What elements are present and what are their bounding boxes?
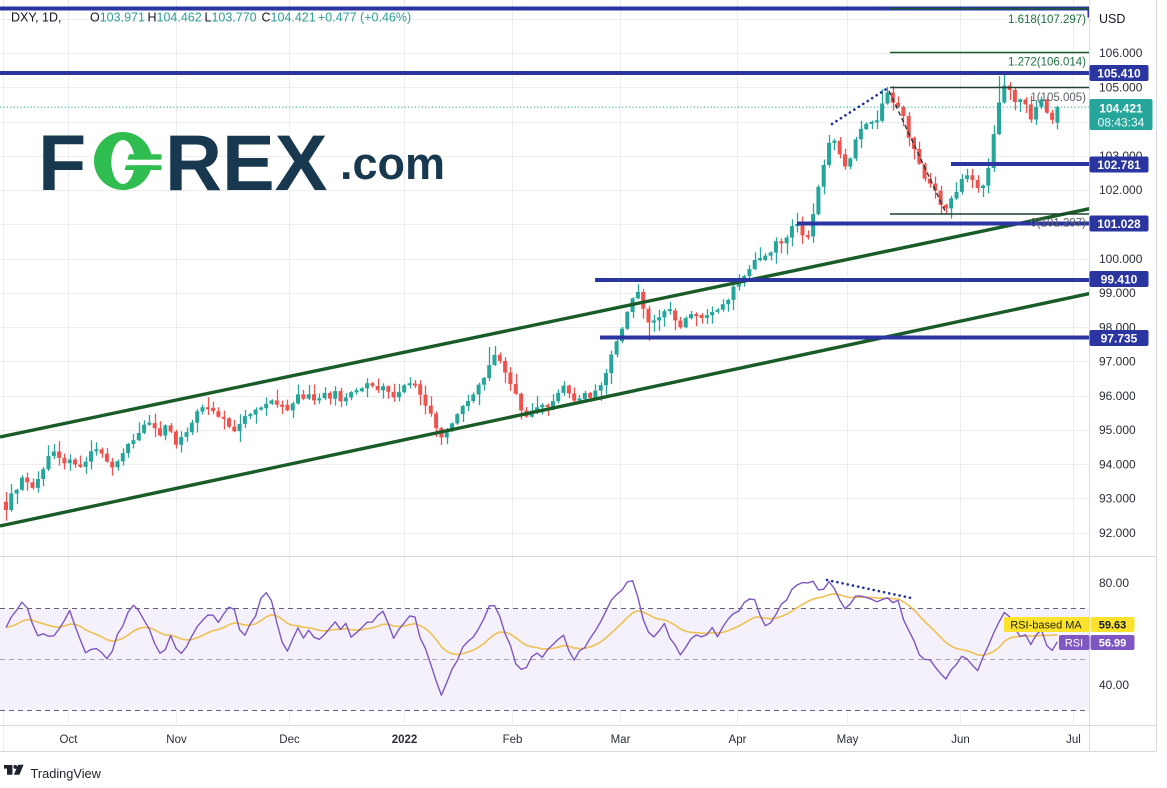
svg-text:Oct: Oct	[60, 734, 79, 746]
svg-text:REX: REX	[165, 118, 327, 207]
svg-text:Apr: Apr	[729, 734, 747, 746]
svg-text:94.000: 94.000	[1099, 457, 1136, 471]
svg-text:Mar: Mar	[611, 734, 631, 746]
svg-text:101.028: 101.028	[1097, 217, 1141, 231]
svg-text:TradingView: TradingView	[31, 766, 102, 781]
svg-text:RSI-based MA: RSI-based MA	[1010, 620, 1082, 632]
svg-text:93.000: 93.000	[1099, 492, 1136, 506]
svg-text:95.000: 95.000	[1099, 423, 1136, 437]
svg-text:104.421: 104.421	[1099, 102, 1143, 116]
svg-text:102.781: 102.781	[1097, 158, 1141, 172]
svg-text:0(101.297): 0(101.297)	[1030, 218, 1086, 230]
svg-text:.com: .com	[340, 138, 445, 189]
svg-text:Nov: Nov	[166, 734, 187, 746]
svg-text:1.618(107.297): 1.618(107.297)	[1008, 14, 1086, 26]
svg-text:F: F	[38, 118, 86, 207]
svg-text:106.000: 106.000	[1099, 46, 1143, 60]
svg-text:56.99: 56.99	[1099, 638, 1127, 650]
svg-text:08:43:34: 08:43:34	[1098, 116, 1145, 130]
svg-text:Jun: Jun	[951, 734, 970, 746]
svg-text:105.000: 105.000	[1099, 81, 1143, 95]
svg-text:RSI: RSI	[1065, 638, 1083, 650]
svg-text:96.000: 96.000	[1099, 389, 1136, 403]
svg-text:105.410: 105.410	[1097, 66, 1141, 80]
svg-text:92.000: 92.000	[1099, 526, 1136, 540]
svg-text:100.000: 100.000	[1099, 252, 1143, 266]
svg-text:99.000: 99.000	[1099, 286, 1136, 300]
svg-text:May: May	[837, 734, 859, 746]
svg-text:40.00: 40.00	[1099, 678, 1129, 692]
svg-text:97.735: 97.735	[1101, 331, 1138, 345]
svg-text:Dec: Dec	[279, 734, 300, 746]
svg-text:USD: USD	[1099, 12, 1125, 26]
svg-text:102.000: 102.000	[1099, 183, 1143, 197]
svg-text:Jul: Jul	[1066, 734, 1081, 746]
svg-text:2022: 2022	[392, 734, 418, 746]
svg-text:1(105.005): 1(105.005)	[1030, 92, 1086, 104]
svg-text:97.000: 97.000	[1099, 355, 1136, 369]
svg-text:Feb: Feb	[503, 734, 523, 746]
svg-text:99.410: 99.410	[1101, 272, 1138, 286]
svg-text:1.272(106.014): 1.272(106.014)	[1008, 57, 1086, 69]
svg-text:80.00: 80.00	[1099, 576, 1129, 590]
svg-text:59.63: 59.63	[1099, 620, 1127, 632]
